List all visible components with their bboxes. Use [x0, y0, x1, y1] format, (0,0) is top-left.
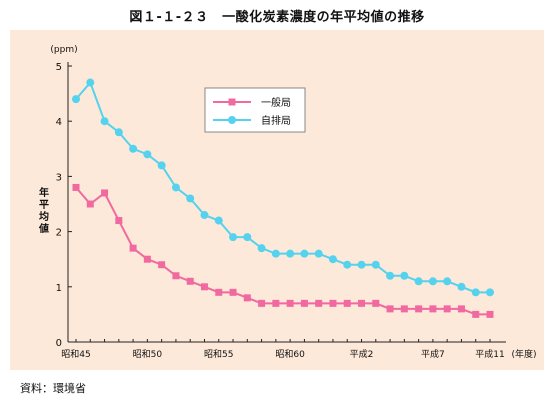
legend-marker	[228, 98, 236, 106]
x-tick-label: 平成2	[350, 348, 374, 360]
data-point	[172, 272, 180, 280]
data-point	[143, 150, 152, 159]
data-point	[271, 249, 280, 258]
data-point	[358, 299, 366, 307]
data-point	[400, 271, 409, 280]
data-point	[86, 78, 95, 87]
data-point	[457, 305, 465, 313]
data-point	[200, 211, 209, 220]
data-point	[186, 277, 194, 285]
data-point	[357, 260, 366, 269]
data-point	[300, 299, 308, 307]
x-axis-unit: (年度)	[511, 348, 536, 360]
y-tick-label: 2	[56, 228, 62, 239]
data-point	[272, 299, 280, 307]
data-point	[300, 249, 309, 258]
data-point	[157, 161, 166, 170]
series-line	[75, 186, 490, 316]
legend-label: 一般局	[261, 96, 291, 109]
data-point	[371, 260, 380, 269]
data-point	[229, 288, 237, 296]
data-point	[114, 128, 123, 137]
chart-panel	[10, 30, 544, 370]
data-point	[115, 217, 123, 225]
data-point	[386, 305, 394, 313]
data-point	[129, 244, 137, 252]
data-point	[428, 277, 437, 286]
data-point	[229, 233, 238, 242]
source-note: 資料：環境省	[20, 382, 86, 395]
data-point	[400, 305, 408, 313]
data-point	[343, 299, 351, 307]
data-point	[386, 271, 395, 280]
x-tick-label: 平成7	[421, 348, 445, 360]
data-point	[329, 299, 337, 307]
y-axis-label-char: 平	[39, 199, 49, 211]
data-point	[129, 144, 138, 153]
y-tick-label: 5	[56, 62, 62, 73]
y-tick-label: 3	[56, 172, 62, 183]
data-point	[443, 277, 452, 286]
y-tick-label: 1	[56, 283, 62, 294]
data-point	[143, 255, 151, 263]
data-point	[286, 299, 294, 307]
data-point	[372, 299, 380, 307]
legend-marker	[228, 116, 236, 124]
data-point	[314, 249, 323, 258]
y-axis-label-char: 均	[39, 210, 49, 223]
data-point	[243, 233, 252, 242]
data-point	[486, 310, 494, 318]
y-unit-label: (ppm)	[50, 45, 77, 55]
data-point	[215, 288, 223, 296]
data-point	[101, 189, 109, 197]
data-point	[472, 310, 480, 318]
data-point	[171, 183, 180, 192]
data-point	[443, 305, 451, 313]
data-point	[315, 299, 323, 307]
x-tick-label: 昭和50	[133, 349, 163, 360]
y-axis-label-char: 年	[39, 186, 49, 199]
data-point	[72, 183, 80, 191]
data-point	[486, 288, 494, 297]
y-tick-label: 4	[56, 117, 62, 128]
x-tick-label: 昭和55	[204, 349, 233, 360]
data-point	[429, 305, 437, 313]
y-axis-label-char: 値	[38, 222, 49, 235]
data-point	[214, 216, 223, 225]
y-tick-label: 0	[56, 338, 62, 349]
data-point	[414, 277, 423, 286]
x-tick-label: 平成11	[475, 348, 504, 360]
data-point	[471, 288, 480, 297]
chart-title: 図１-１-２３ 一酸化炭素濃度の年平均値の推移	[129, 10, 425, 25]
data-point	[343, 260, 352, 269]
data-point	[72, 95, 80, 104]
legend-box	[204, 87, 306, 133]
data-point	[186, 194, 195, 203]
data-point	[286, 249, 295, 258]
legend-label: 自排局	[261, 114, 291, 127]
x-tick-label: 昭和45	[61, 349, 90, 360]
data-point	[258, 299, 266, 307]
data-point	[158, 261, 166, 269]
data-point	[415, 305, 423, 313]
data-point	[257, 244, 266, 253]
data-point	[457, 282, 466, 291]
data-point	[200, 283, 208, 291]
data-point	[100, 117, 109, 126]
data-point	[243, 294, 251, 302]
x-tick-label: 昭和60	[275, 349, 305, 360]
data-point	[328, 255, 337, 264]
data-point	[86, 200, 94, 208]
